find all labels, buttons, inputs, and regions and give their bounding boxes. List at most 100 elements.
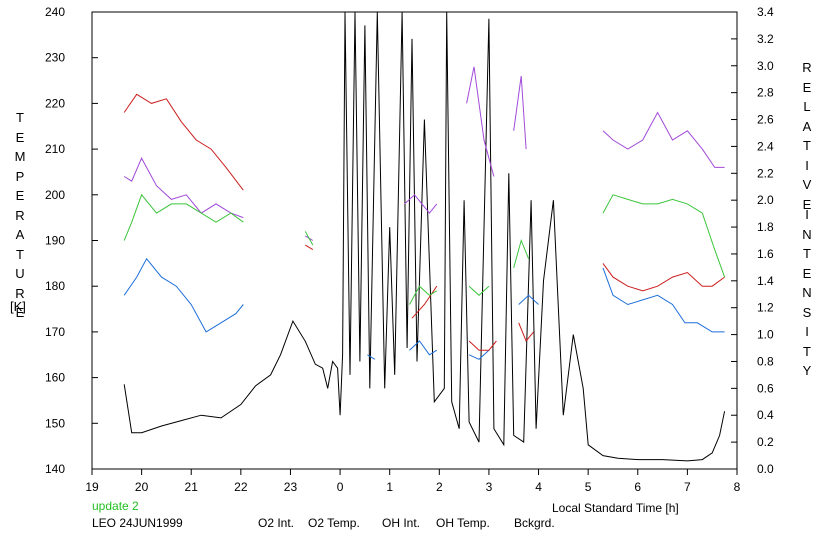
- series-line-segment: [513, 238, 530, 269]
- series-line-segment: [304, 231, 314, 246]
- left-tick-label: 200: [45, 188, 65, 202]
- x-tick-label: 2: [436, 480, 443, 494]
- label-letter: U: [15, 266, 25, 281]
- x-tick-label: 7: [684, 480, 691, 494]
- label-letter: I: [805, 157, 809, 173]
- label-letter: E: [15, 188, 25, 203]
- legend-oh-int: OH Int.: [382, 516, 421, 530]
- right-tick-label: 1.2: [757, 301, 774, 315]
- label-letter: R: [15, 207, 25, 223]
- label-letter: S: [802, 304, 812, 320]
- right-tick-label: 2.8: [757, 86, 774, 100]
- x-tick-label: 21: [185, 480, 199, 494]
- label-letter: E: [802, 79, 812, 95]
- x-tick-label: 6: [634, 480, 641, 494]
- label-letter: T: [803, 138, 811, 153]
- x-tick-label: 4: [535, 480, 542, 494]
- plot-frame: [91, 11, 738, 470]
- series-line-segment: [468, 340, 497, 351]
- right-tick-label: 3.0: [757, 59, 774, 73]
- label-letter: I: [805, 207, 809, 222]
- series-line-segment: [468, 349, 490, 360]
- x-tick-label: 1: [386, 480, 393, 494]
- series-line-segment: [602, 263, 725, 292]
- series-line-segment: [123, 257, 244, 333]
- legend-oh-temp: OH Temp.: [436, 516, 490, 530]
- right-tick-label: 1.8: [757, 220, 774, 234]
- left-tick-label: 180: [45, 279, 65, 293]
- left-tick-label: 240: [45, 5, 65, 19]
- label-letter: Y: [802, 363, 812, 378]
- series-line-segment: [409, 340, 438, 356]
- left-tick-label: 230: [45, 51, 65, 65]
- x-tick-label: 0: [337, 480, 344, 494]
- series-line-segment: [123, 11, 726, 462]
- right-tick-label: 2.0: [757, 193, 774, 207]
- legend-o2-int: O2 Int.: [258, 516, 295, 530]
- series-line-segment: [367, 354, 376, 360]
- left-tick-label: 210: [45, 142, 65, 156]
- label-letter: T: [803, 343, 811, 359]
- label-letter: T: [16, 246, 24, 262]
- label-letter: R: [15, 285, 25, 301]
- label-letter: A: [802, 118, 812, 134]
- x-tick-label: 22: [234, 480, 248, 494]
- series-line-segment: [513, 75, 527, 150]
- x-tick-label: 20: [135, 480, 149, 494]
- series-line-segment: [602, 111, 725, 168]
- series-line-segment: [409, 285, 438, 305]
- series-line-segment: [602, 267, 725, 333]
- legend-bckgrd: Bckgrd.: [514, 516, 555, 530]
- right-tick-label: 0.4: [757, 408, 774, 422]
- series-line-segment: [123, 93, 244, 191]
- x-tick-label: 5: [585, 480, 592, 494]
- series-oh-int: [123, 93, 725, 351]
- series-o2-temp: [123, 66, 725, 241]
- label-letter: M: [14, 149, 26, 164]
- series-line-segment: [602, 194, 726, 278]
- label-letter: A: [15, 227, 25, 242]
- right-tick-label: 3.2: [757, 32, 774, 46]
- label-letter: I: [805, 324, 809, 339]
- series-layer: [123, 11, 726, 462]
- label-letter: N: [802, 285, 812, 300]
- x-tick-label: 23: [284, 480, 298, 494]
- series-o2-int: [123, 257, 725, 360]
- series-line-segment: [305, 244, 314, 251]
- right-tick-label: 1.4: [757, 274, 774, 288]
- series-line-segment: [518, 294, 539, 305]
- right-tick-label: 2.6: [757, 113, 774, 127]
- series-line-segment: [468, 285, 490, 296]
- label-letter: T: [16, 110, 24, 125]
- x-axis-label: Local Standard Time [h]: [552, 501, 679, 515]
- label-letter: N: [802, 226, 812, 242]
- series-line-segment: [123, 193, 244, 241]
- right-tick-label: 1.6: [757, 247, 774, 261]
- left-axis-ticks: 140 150 160 170 180 190 200 210 220 230 240: [45, 5, 98, 476]
- right-tick-label: 0.6: [757, 381, 774, 395]
- left-tick-label: 150: [45, 416, 65, 430]
- label-letter: E: [15, 129, 25, 145]
- legend-o2-temp: O2 Temp.: [308, 516, 360, 530]
- series-line-segment: [411, 285, 438, 319]
- label-letter: E: [802, 265, 812, 281]
- right-tick-label: 2.4: [757, 139, 774, 153]
- left-tick-label: 160: [45, 371, 65, 385]
- label-letter: P: [15, 168, 25, 184]
- series-line-segment: [123, 157, 244, 219]
- label-letter: L: [803, 99, 811, 114]
- axes: [91, 11, 738, 470]
- right-tick-label: 0.2: [757, 435, 774, 449]
- left-tick-label: 190: [45, 234, 65, 248]
- x-tick-label: 8: [734, 480, 741, 494]
- y-axis-left-unit: [K]: [10, 299, 26, 314]
- label-letter: V: [802, 177, 812, 192]
- right-tick-label: 3.4: [757, 5, 774, 19]
- left-tick-label: 170: [45, 325, 65, 339]
- series-oh-temp: [123, 193, 726, 305]
- right-tick-label: 1.0: [757, 328, 774, 342]
